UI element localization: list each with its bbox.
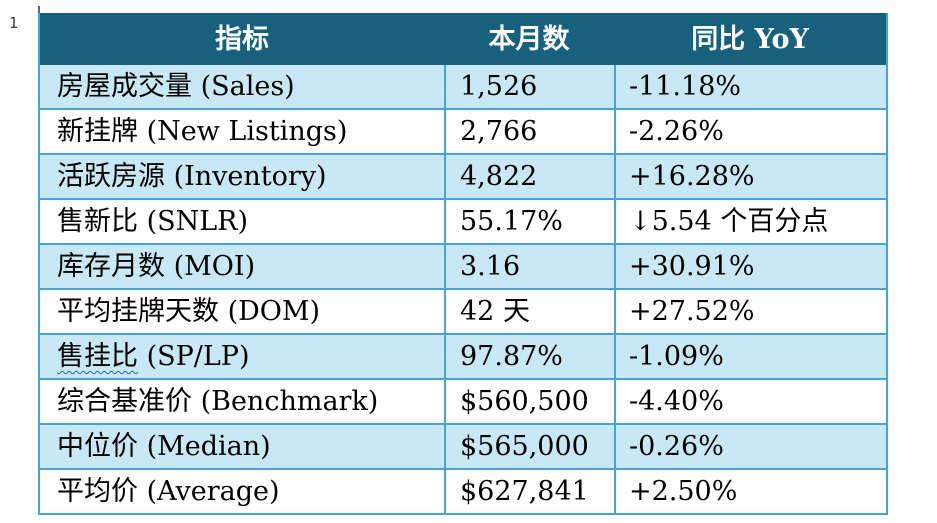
table-row-inventory: 活跃房源 (Inventory) 4,822 +16.28% <box>40 155 886 200</box>
table-header-row: 指标 本月数 同比 YoY <box>40 13 886 65</box>
metric-yoy: +27.52% <box>614 290 886 333</box>
metric-value: 55.17% <box>444 200 614 243</box>
text-cursor <box>38 6 40 15</box>
column-header-current-month: 本月数 <box>488 23 570 55</box>
table-row-median: 中位价 (Median) $565,000 -0.26% <box>40 425 886 470</box>
page-number-marker: 1 <box>9 14 19 32</box>
table-row-average: 平均价 (Average) $627,841 +2.50% <box>40 470 886 513</box>
table-row-sales: 房屋成交量 (Sales) 1,526 -11.18% <box>40 65 886 110</box>
metric-value: 3.16 <box>444 245 614 288</box>
metric-yoy: -4.40% <box>614 380 886 423</box>
metric-value: $627,841 <box>444 470 614 513</box>
housing-metrics-table: 指标 本月数 同比 YoY 房屋成交量 (Sales) 1,526 -11.18… <box>38 13 888 515</box>
metric-label: 售挂比 (SP/LP) <box>40 335 444 378</box>
metric-value: 1,526 <box>444 65 614 108</box>
table-row-snlr: 售新比 (SNLR) 55.17% ↓5.54 个百分点 <box>40 200 886 245</box>
table-row-moi: 库存月数 (MOI) 3.16 +30.91% <box>40 245 886 290</box>
metric-label: 新挂牌 (New Listings) <box>57 116 348 147</box>
metric-label: 库存月数 (MOI) <box>57 251 256 282</box>
column-header-indicator: 指标 <box>215 23 269 55</box>
metric-value: 97.87% <box>444 335 614 378</box>
metric-value: 2,766 <box>444 110 614 153</box>
metric-label: 房屋成交量 (Sales) <box>57 71 295 102</box>
metric-label-suffix: (SP/LP) <box>138 341 250 372</box>
metric-label: 平均挂牌天数 (DOM) <box>57 296 321 327</box>
metric-yoy: -1.09% <box>614 335 886 378</box>
table-row-dom: 平均挂牌天数 (DOM) 42 天 +27.52% <box>40 290 886 335</box>
metric-label: 活跃房源 (Inventory) <box>57 161 327 192</box>
metric-yoy: -0.26% <box>614 425 886 468</box>
metric-yoy: +16.28% <box>614 155 886 198</box>
table-row-sp-lp: 售挂比 (SP/LP) 97.87% -1.09% <box>40 335 886 380</box>
table-row-new-listings: 新挂牌 (New Listings) 2,766 -2.26% <box>40 110 886 155</box>
metric-yoy: -2.26% <box>614 110 886 153</box>
metric-yoy: ↓5.54 个百分点 <box>614 200 886 243</box>
column-header-yoy: 同比 YoY <box>691 23 809 55</box>
metric-yoy: +2.50% <box>614 470 886 513</box>
metric-label: 平均价 (Average) <box>57 476 280 507</box>
table-row-benchmark: 综合基准价 (Benchmark) $560,500 -4.40% <box>40 380 886 425</box>
spellcheck-underlined-text: 售挂比 <box>57 341 138 372</box>
metric-value: $560,500 <box>444 380 614 423</box>
metric-yoy: +30.91% <box>614 245 886 288</box>
metric-label: 综合基准价 (Benchmark) <box>57 386 379 417</box>
metric-label: 中位价 (Median) <box>57 431 271 462</box>
metric-value: 42 天 <box>444 290 614 333</box>
metric-value: 4,822 <box>444 155 614 198</box>
metric-value: $565,000 <box>444 425 614 468</box>
metric-yoy: -11.18% <box>614 65 886 108</box>
metric-label: 售新比 (SNLR) <box>57 206 249 237</box>
